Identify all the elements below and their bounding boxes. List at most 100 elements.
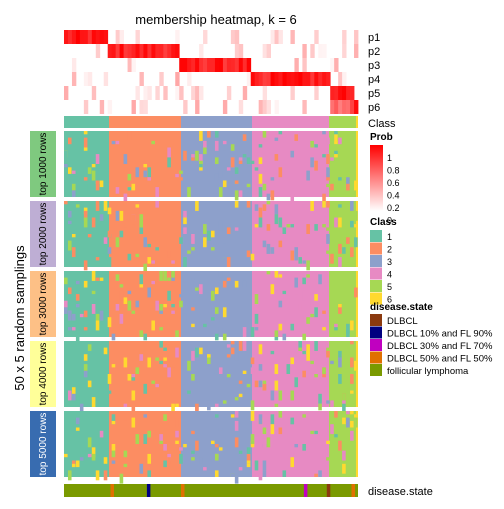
body-noise-cell	[127, 131, 132, 141]
class-track-cell	[252, 116, 329, 128]
body-noise-cell	[127, 374, 132, 378]
membership-cell	[310, 44, 315, 58]
membership-cell	[342, 72, 347, 86]
body-noise-cell	[199, 154, 203, 161]
body-noise-cell	[115, 284, 120, 288]
disease-legend-swatch	[370, 326, 382, 339]
body-noise-cell	[254, 294, 259, 304]
body-noise-cell	[75, 294, 80, 301]
membership-cell	[234, 30, 240, 44]
body-noise-cell	[278, 274, 283, 278]
body-noise-cell	[99, 180, 104, 188]
body-noise-cell	[139, 217, 144, 228]
body-noise-cell	[211, 440, 215, 444]
body-noise-cell	[326, 250, 330, 254]
membership-cell	[222, 100, 228, 114]
body-noise-cell	[314, 160, 318, 171]
body-noise-cell	[266, 224, 271, 231]
body-noise-cell	[266, 193, 271, 201]
body-noise-cell	[214, 287, 219, 295]
body-noise-cell	[111, 414, 116, 425]
body-noise-cell	[346, 377, 350, 384]
membership-cell	[314, 86, 319, 100]
class-legend-swatch	[370, 230, 382, 242]
body-noise-cell	[262, 383, 267, 391]
body-noise-cell	[290, 193, 295, 204]
membership-cell	[131, 100, 136, 114]
membership-cell	[294, 58, 299, 72]
body-noise-cell	[115, 304, 120, 311]
membership-cell	[99, 100, 105, 114]
body-noise-cell	[262, 240, 267, 248]
body-noise-cell	[87, 344, 92, 351]
body-noise-cell	[266, 271, 271, 275]
membership-cell	[195, 58, 200, 72]
body-noise-cell	[322, 310, 326, 314]
body-noise-cell	[274, 204, 279, 215]
body-noise-cell	[310, 157, 314, 168]
body-noise-cell	[262, 204, 267, 211]
body-noise-cell	[346, 237, 350, 244]
body-noise-cell	[314, 294, 318, 301]
body-noise-cell	[143, 164, 148, 168]
body-noise-cell	[64, 164, 68, 168]
body-noise-cell	[111, 420, 116, 425]
sampling-heatmap	[64, 131, 358, 484]
body-noise-cell	[310, 313, 314, 318]
body-noise-cell	[151, 380, 155, 384]
body-noise-cell	[250, 440, 255, 444]
membership-cell	[322, 72, 327, 86]
body-noise-cell	[107, 390, 112, 394]
body-noise-cell	[67, 137, 72, 145]
membership-cell	[195, 100, 200, 114]
disease-legend-label: DLBCL 30% and FL 70%	[387, 341, 493, 352]
body-noise-cell	[218, 367, 223, 374]
membership-cell	[191, 86, 196, 100]
body-noise-cell	[342, 400, 346, 404]
body-noise-cell	[71, 327, 76, 331]
body-noise-cell	[214, 173, 219, 181]
body-noise-cell	[270, 247, 275, 254]
body-noise-cell	[83, 137, 88, 148]
row-block-label: top 2000 rows	[38, 203, 49, 266]
body-noise-cell	[71, 393, 76, 401]
membership-cell	[274, 72, 279, 86]
membership-cell	[334, 58, 339, 72]
body-noise-cell	[246, 183, 251, 188]
body-noise-cell	[330, 157, 334, 161]
membership-cell	[346, 86, 351, 100]
membership-cell	[139, 72, 144, 86]
body-noise-cell	[143, 434, 148, 444]
prob-legend-tick: 0.2	[387, 203, 400, 213]
membership-cell	[127, 58, 132, 72]
body-noise-cell	[258, 473, 263, 481]
membership-cell	[314, 30, 319, 44]
body-noise-cell	[350, 357, 354, 368]
body-noise-cell	[191, 457, 195, 461]
membership-cell	[262, 72, 268, 86]
body-noise-cell	[167, 290, 171, 301]
body-noise-cell	[75, 280, 80, 285]
body-noise-cell	[163, 460, 167, 468]
prob-legend-tick: 0	[387, 216, 392, 226]
body-noise-cell	[330, 424, 334, 435]
membership-cell	[330, 100, 335, 114]
body-noise-cell	[314, 430, 318, 435]
body-noise-cell	[95, 164, 100, 171]
membership-heatmap: p1 p2 p3 p4 p5 p6	[64, 30, 380, 114]
body-noise-cell	[282, 333, 287, 341]
body-noise-cell	[230, 414, 235, 418]
membership-cell	[234, 44, 240, 58]
body-noise-cell	[163, 444, 167, 451]
body-noise-cell	[250, 160, 255, 164]
body-noise-cell	[302, 444, 306, 451]
body-noise-cell	[107, 374, 112, 384]
membership-cell	[262, 44, 268, 58]
body-noise-cell	[127, 187, 132, 191]
body-noise-cell	[143, 170, 148, 178]
body-noise-cell	[199, 284, 203, 295]
membership-row-bg	[64, 86, 358, 100]
body-noise-cell	[107, 230, 112, 238]
body-noise-cell	[179, 177, 183, 181]
membership-cell	[234, 58, 240, 72]
